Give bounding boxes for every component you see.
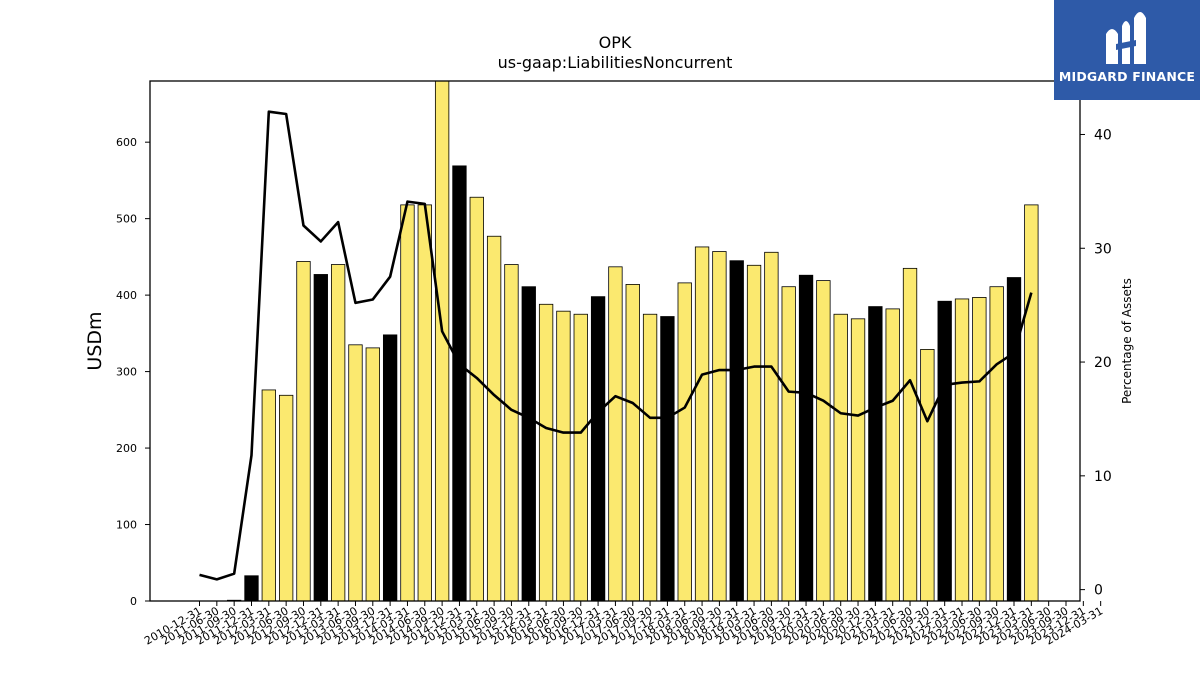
chart-subtitle: us-gaap:LiabilitiesNoncurrent bbox=[498, 53, 733, 72]
bar-2013-12-31 bbox=[382, 334, 398, 602]
y2-tick-label-0: 0 bbox=[1094, 583, 1103, 599]
bar-2021-06-30 bbox=[902, 267, 918, 602]
bar-2014-03-31 bbox=[400, 204, 415, 602]
bar-2016-12-31 bbox=[590, 296, 606, 602]
bar-2015-12-31 bbox=[521, 286, 536, 602]
bar-2018-09-30 bbox=[712, 251, 727, 602]
bar-2013-03-31 bbox=[330, 264, 346, 602]
y-tick-label-600: 600 bbox=[116, 136, 137, 149]
logo-mark-icon bbox=[1106, 12, 1146, 64]
bar-2013-09-30 bbox=[365, 347, 380, 602]
bar-2012-03-31 bbox=[261, 389, 276, 602]
bar-2012-06-30 bbox=[278, 394, 294, 602]
bar-2015-06-30 bbox=[486, 235, 502, 602]
bar-2017-06-30 bbox=[625, 284, 640, 602]
y-tick-label-0: 0 bbox=[130, 595, 137, 608]
y2-axis-label: Percentage of Assets bbox=[1120, 278, 1134, 404]
bar-2016-09-30 bbox=[573, 313, 588, 602]
bar-2019-09-30 bbox=[781, 286, 796, 602]
bar-2021-12-31 bbox=[937, 300, 952, 602]
chart-title: OPK bbox=[599, 33, 632, 52]
bar-2018-03-31 bbox=[677, 282, 692, 602]
line-percentage-of-assets bbox=[199, 110, 1033, 581]
y2-tick-label-20: 20 bbox=[1094, 355, 1112, 371]
bar-2013-06-30 bbox=[348, 344, 363, 602]
bar-2021-09-30 bbox=[920, 349, 935, 602]
bar-2014-12-31 bbox=[452, 165, 467, 602]
bar-2020-03-31 bbox=[816, 280, 831, 602]
bar-2022-03-31 bbox=[954, 298, 970, 602]
bar-2022-09-30 bbox=[989, 286, 1004, 602]
bar-2014-06-30 bbox=[417, 204, 432, 602]
y-tick-label-200: 200 bbox=[116, 442, 137, 455]
bar-2019-12-31 bbox=[798, 274, 814, 602]
midgard-finance-logo: MIDGARD FINANCE bbox=[1054, 0, 1200, 100]
bar-2015-09-30 bbox=[504, 264, 519, 602]
bar-2016-03-31 bbox=[538, 303, 554, 602]
y-tick-label-100: 100 bbox=[116, 519, 137, 532]
bar-2018-12-31 bbox=[729, 260, 744, 602]
bar-2023-03-31 bbox=[1024, 204, 1039, 602]
bar-2017-03-31 bbox=[608, 266, 623, 602]
y2-tick-label-10: 10 bbox=[1094, 469, 1112, 485]
bar-2011-12-31 bbox=[244, 575, 259, 602]
bar-2017-09-30 bbox=[642, 313, 658, 602]
bar-2012-12-31 bbox=[313, 274, 328, 602]
bar-2019-03-31 bbox=[746, 264, 762, 602]
bar-2020-12-31 bbox=[868, 306, 883, 602]
bar-2020-09-30 bbox=[850, 318, 866, 602]
y2-tick-label-40: 40 bbox=[1094, 127, 1112, 143]
y-axis-label: USDm bbox=[84, 311, 106, 370]
bar-2016-06-30 bbox=[556, 310, 571, 602]
logo-text: MIDGARD FINANCE bbox=[1058, 69, 1196, 84]
bar-2022-12-31 bbox=[1006, 277, 1022, 602]
bar-2020-06-30 bbox=[833, 313, 848, 602]
bar-2022-06-30 bbox=[972, 297, 987, 602]
y-tick-label-400: 400 bbox=[116, 289, 137, 302]
y-tick-label-300: 300 bbox=[116, 366, 137, 379]
bar-2021-03-31 bbox=[885, 308, 900, 602]
bar-2017-12-31 bbox=[660, 316, 675, 602]
bar-2012-09-30 bbox=[296, 261, 311, 602]
y-tick-label-500: 500 bbox=[116, 213, 137, 226]
bar-2018-06-30 bbox=[694, 246, 710, 602]
bar-2019-06-30 bbox=[764, 251, 779, 602]
bar-2015-03-31 bbox=[469, 196, 484, 602]
plot-area: 01002003004005006000102030402010-12-3120… bbox=[116, 80, 1112, 648]
y2-tick-label-30: 30 bbox=[1094, 241, 1112, 257]
